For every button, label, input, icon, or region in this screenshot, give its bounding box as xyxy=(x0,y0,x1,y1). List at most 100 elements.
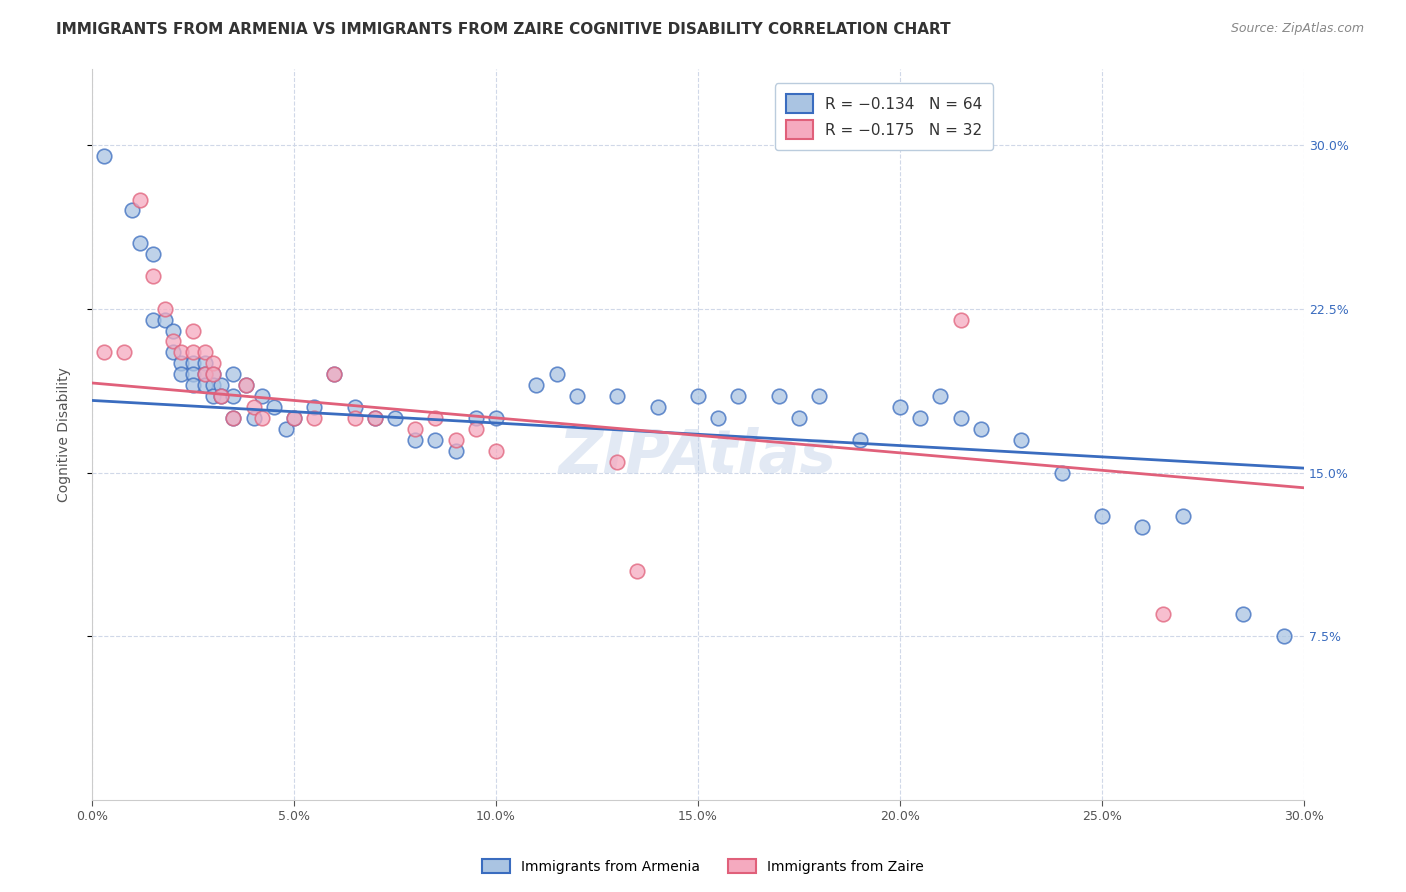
Point xyxy=(263,400,285,414)
Text: Source: ZipAtlas.com: Source: ZipAtlas.com xyxy=(1230,22,1364,36)
Point xyxy=(194,356,217,370)
Point xyxy=(283,411,305,425)
Point xyxy=(181,368,204,382)
Point xyxy=(222,389,245,403)
Point xyxy=(343,400,366,414)
Point xyxy=(910,411,932,425)
Point xyxy=(464,422,486,436)
Point xyxy=(727,389,749,403)
Point xyxy=(546,368,568,382)
Point xyxy=(202,368,225,382)
Point xyxy=(929,389,952,403)
Point xyxy=(181,378,204,392)
Point xyxy=(343,411,366,425)
Y-axis label: Cognitive Disability: Cognitive Disability xyxy=(58,367,72,501)
Point xyxy=(181,324,204,338)
Point xyxy=(222,368,245,382)
Text: ZIPAtlas: ZIPAtlas xyxy=(560,426,837,486)
Point xyxy=(162,334,184,349)
Point xyxy=(209,389,232,403)
Point xyxy=(181,345,204,359)
Point xyxy=(1152,607,1174,622)
Point xyxy=(170,345,193,359)
Point xyxy=(121,203,143,218)
Point xyxy=(1091,509,1114,524)
Point xyxy=(129,236,152,251)
Point xyxy=(626,564,648,578)
Point xyxy=(194,368,217,382)
Point xyxy=(485,411,508,425)
Point xyxy=(162,345,184,359)
Point xyxy=(142,312,165,326)
Point xyxy=(565,389,588,403)
Point xyxy=(404,433,426,447)
Point xyxy=(153,312,176,326)
Point xyxy=(768,389,790,403)
Point xyxy=(170,368,193,382)
Point xyxy=(170,356,193,370)
Point xyxy=(1171,509,1194,524)
Point xyxy=(1050,466,1073,480)
Point xyxy=(283,411,305,425)
Point xyxy=(181,356,204,370)
Point xyxy=(1272,629,1295,643)
Point xyxy=(970,422,993,436)
Point xyxy=(202,378,225,392)
Point xyxy=(202,368,225,382)
Point xyxy=(444,433,467,447)
Point xyxy=(222,411,245,425)
Point xyxy=(235,378,257,392)
Point xyxy=(848,433,870,447)
Point xyxy=(323,368,346,382)
Legend: Immigrants from Armenia, Immigrants from Zaire: Immigrants from Armenia, Immigrants from… xyxy=(475,852,931,880)
Point xyxy=(209,389,232,403)
Point xyxy=(250,389,273,403)
Point xyxy=(129,193,152,207)
Point xyxy=(404,422,426,436)
Point xyxy=(808,389,831,403)
Point xyxy=(949,312,972,326)
Point xyxy=(202,389,225,403)
Point xyxy=(162,324,184,338)
Point xyxy=(153,301,176,316)
Point xyxy=(485,443,508,458)
Point xyxy=(686,389,709,403)
Point xyxy=(194,368,217,382)
Legend: R = −0.134   N = 64, R = −0.175   N = 32: R = −0.134 N = 64, R = −0.175 N = 32 xyxy=(775,84,994,150)
Point xyxy=(787,411,810,425)
Point xyxy=(250,411,273,425)
Point xyxy=(1132,520,1154,534)
Point xyxy=(222,411,245,425)
Point xyxy=(274,422,297,436)
Point xyxy=(202,356,225,370)
Point xyxy=(384,411,406,425)
Point xyxy=(647,400,669,414)
Point xyxy=(707,411,730,425)
Point xyxy=(364,411,387,425)
Point xyxy=(235,378,257,392)
Point xyxy=(142,247,165,261)
Text: IMMIGRANTS FROM ARMENIA VS IMMIGRANTS FROM ZAIRE COGNITIVE DISABILITY CORRELATIO: IMMIGRANTS FROM ARMENIA VS IMMIGRANTS FR… xyxy=(56,22,950,37)
Point xyxy=(425,411,447,425)
Point xyxy=(93,149,115,163)
Point xyxy=(112,345,135,359)
Point xyxy=(194,378,217,392)
Point xyxy=(526,378,548,392)
Point xyxy=(949,411,972,425)
Point xyxy=(242,411,264,425)
Point xyxy=(464,411,486,425)
Point xyxy=(444,443,467,458)
Point xyxy=(425,433,447,447)
Point xyxy=(364,411,387,425)
Point xyxy=(209,378,232,392)
Point xyxy=(242,400,264,414)
Point xyxy=(93,345,115,359)
Point xyxy=(606,389,628,403)
Point xyxy=(1010,433,1032,447)
Point xyxy=(142,268,165,283)
Point xyxy=(194,345,217,359)
Point xyxy=(889,400,911,414)
Point xyxy=(302,411,325,425)
Point xyxy=(1232,607,1254,622)
Point xyxy=(323,368,346,382)
